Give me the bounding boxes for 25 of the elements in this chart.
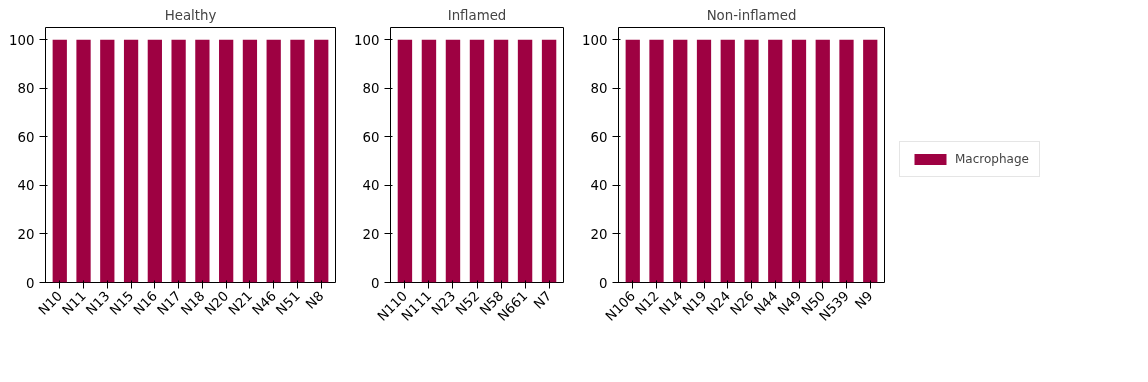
y-tick-label: 100	[9, 32, 35, 48]
y-tick-label: 40	[17, 178, 35, 194]
y-tick-label: 60	[590, 129, 608, 145]
y-tick-label: 100	[582, 32, 608, 48]
y-tick-label: 0	[371, 275, 380, 291]
legend-label: Macrophage	[955, 152, 1029, 166]
y-tick-label: 20	[590, 226, 608, 242]
y-tick-label: 80	[362, 81, 380, 97]
y-tick-label: 0	[26, 275, 35, 291]
y-tick-label: 40	[590, 178, 608, 194]
y-tick-label: 60	[362, 129, 380, 145]
y-tick-label: 60	[17, 129, 35, 145]
x-tick-label: N7	[530, 288, 555, 312]
y-tick-label: 80	[590, 81, 608, 97]
y-tick-label: 80	[17, 81, 35, 97]
x-tick-label: N9	[851, 288, 876, 312]
y-tick-label: 40	[362, 178, 380, 194]
y-tick-label: 20	[362, 226, 380, 242]
x-tick-label: N8	[302, 288, 327, 312]
chart-title: Non-inflamed	[706, 7, 797, 23]
y-tick-label: 20	[17, 226, 35, 242]
chart-title: Healthy	[164, 7, 217, 23]
chart-title: Inflamed	[447, 7, 507, 23]
y-tick-label: 0	[599, 275, 608, 291]
y-tick-label: 100	[354, 32, 380, 48]
